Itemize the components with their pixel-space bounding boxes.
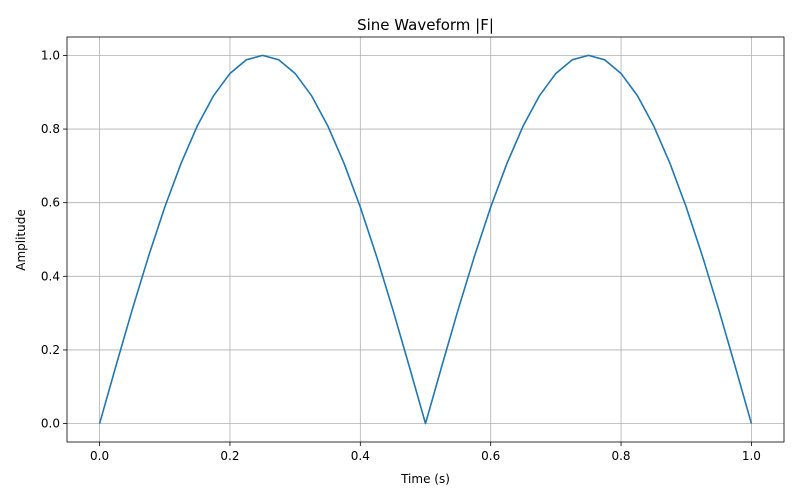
x-tick-label: 0.2: [220, 449, 239, 463]
y-tick-label: 1.0: [41, 48, 60, 62]
y-tick-label: 0.6: [41, 196, 60, 210]
x-tick-label: 0.4: [351, 449, 370, 463]
series-layer: [98, 54, 753, 425]
grid-lines: [67, 37, 784, 442]
x-tick-label: 0.0: [90, 449, 109, 463]
y-tick-label: 0.0: [41, 417, 60, 431]
y-tick-label: 0.4: [41, 269, 60, 283]
x-axis-label: Time (s): [400, 472, 450, 486]
chart-title: Sine Waveform |F|: [357, 16, 494, 34]
x-tick-label: 0.8: [611, 449, 630, 463]
y-tick-label: 0.8: [41, 122, 60, 136]
x-tick-label: 0.6: [481, 449, 500, 463]
y-axis-label: Amplitude: [14, 209, 28, 271]
plot-frame: [66, 36, 785, 443]
x-tick-label: 1.0: [742, 449, 761, 463]
ticks-layer: 0.0 0.2 0.4 0.6 0.8 1.0 0.0 0.2 0.4 0.6 0.8 1.0: [41, 48, 761, 463]
series-line: [98, 54, 753, 425]
y-tick-label: 0.2: [41, 343, 60, 357]
